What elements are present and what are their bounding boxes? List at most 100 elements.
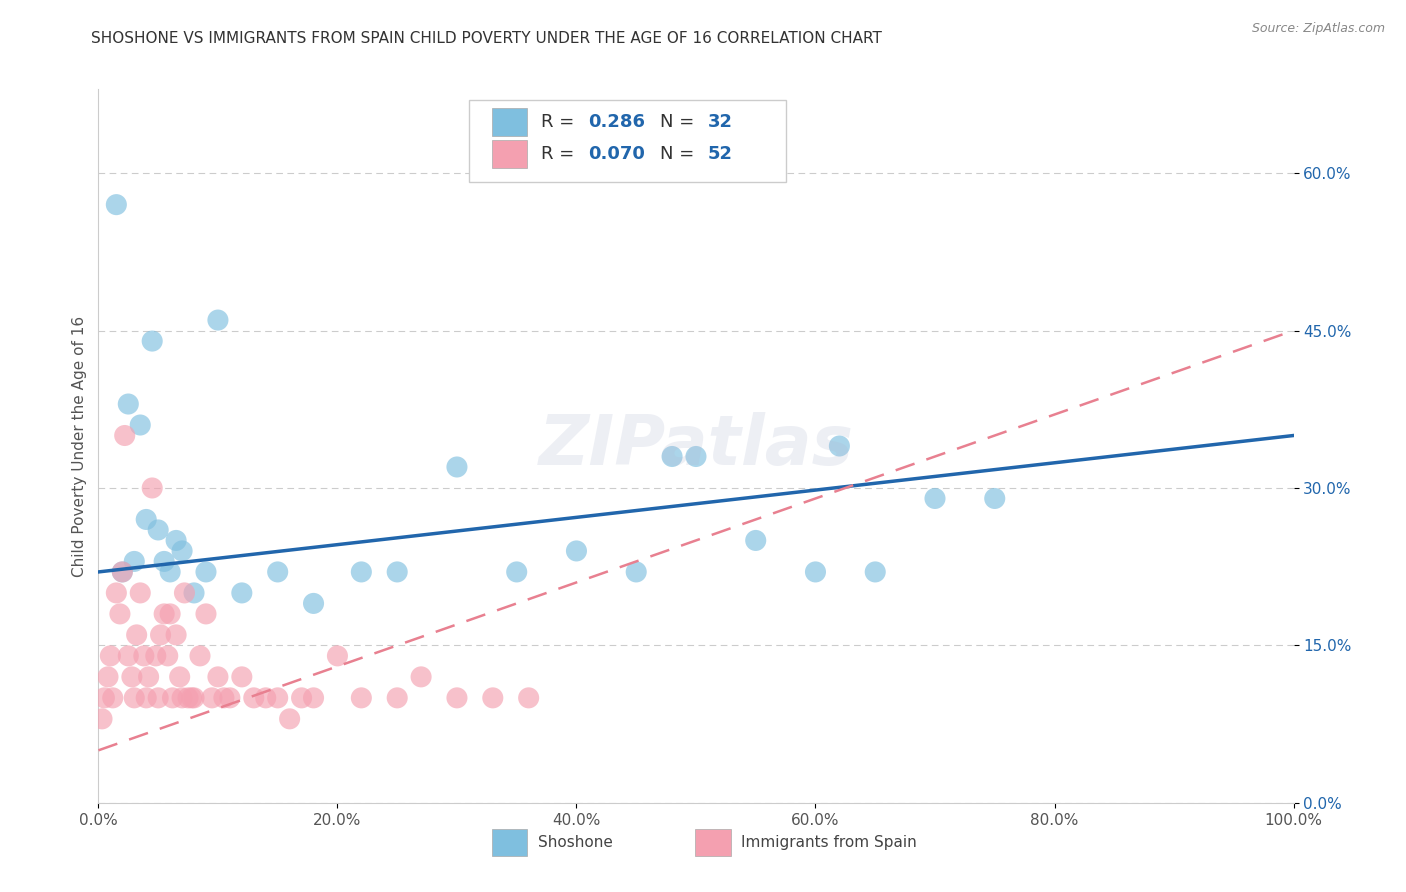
Point xyxy=(865,565,887,579)
Point xyxy=(148,690,170,705)
Point xyxy=(745,533,768,548)
Point xyxy=(105,197,128,211)
Point xyxy=(125,628,148,642)
Point xyxy=(117,648,139,663)
Point xyxy=(105,586,128,600)
Point xyxy=(446,690,468,705)
Point xyxy=(111,565,134,579)
Point xyxy=(195,565,218,579)
Point xyxy=(828,439,851,453)
Point xyxy=(385,565,409,579)
Point xyxy=(101,690,124,705)
Point xyxy=(172,690,194,705)
Point xyxy=(97,670,120,684)
Point xyxy=(153,554,176,568)
Point xyxy=(685,450,707,464)
Point xyxy=(98,648,122,663)
Point xyxy=(924,491,946,506)
Point xyxy=(148,523,170,537)
Point xyxy=(124,554,146,568)
Point xyxy=(165,628,187,642)
Text: R =: R = xyxy=(541,145,579,163)
Point xyxy=(207,670,229,684)
Text: SHOSHONE VS IMMIGRANTS FROM SPAIN CHILD POVERTY UNDER THE AGE OF 16 CORRELATION : SHOSHONE VS IMMIGRANTS FROM SPAIN CHILD … xyxy=(91,31,883,46)
Point xyxy=(302,596,325,610)
Point xyxy=(291,690,314,705)
Text: 52: 52 xyxy=(709,145,733,163)
Point xyxy=(111,565,134,579)
Point xyxy=(482,690,505,705)
Point xyxy=(108,607,131,621)
Text: 0.070: 0.070 xyxy=(589,145,645,163)
Text: N =: N = xyxy=(661,113,700,131)
Point xyxy=(804,565,827,579)
Point xyxy=(172,544,194,558)
Point xyxy=(278,712,301,726)
Text: R =: R = xyxy=(541,113,579,131)
Point xyxy=(207,313,229,327)
Y-axis label: Child Poverty Under the Age of 16: Child Poverty Under the Age of 16 xyxy=(72,316,87,576)
Point xyxy=(169,670,191,684)
Point xyxy=(135,512,157,526)
Point xyxy=(165,533,187,548)
Point xyxy=(149,628,172,642)
Point xyxy=(183,690,205,705)
Point xyxy=(243,690,266,705)
Text: Source: ZipAtlas.com: Source: ZipAtlas.com xyxy=(1251,22,1385,36)
FancyBboxPatch shape xyxy=(695,830,731,855)
Point xyxy=(141,481,163,495)
Point xyxy=(565,544,588,558)
Point xyxy=(254,690,277,705)
Point xyxy=(145,648,167,663)
Point xyxy=(195,607,218,621)
Point xyxy=(661,450,683,464)
Point xyxy=(411,670,433,684)
FancyBboxPatch shape xyxy=(492,108,527,136)
Point xyxy=(159,607,181,621)
Point xyxy=(219,690,242,705)
Point xyxy=(114,428,136,442)
Point xyxy=(231,586,253,600)
Point xyxy=(183,586,205,600)
Point xyxy=(350,690,373,705)
FancyBboxPatch shape xyxy=(470,100,786,182)
Point xyxy=(201,690,224,705)
Point xyxy=(162,690,184,705)
Point xyxy=(302,690,325,705)
Point xyxy=(129,586,152,600)
Text: 0.286: 0.286 xyxy=(589,113,645,131)
Point xyxy=(385,690,409,705)
Point xyxy=(326,648,349,663)
Point xyxy=(91,712,114,726)
Point xyxy=(129,417,152,432)
FancyBboxPatch shape xyxy=(492,830,527,855)
Point xyxy=(153,607,176,621)
Point xyxy=(517,690,540,705)
Text: ZIPatlas: ZIPatlas xyxy=(538,412,853,480)
Point xyxy=(180,690,202,705)
Point xyxy=(156,648,179,663)
Point xyxy=(138,670,160,684)
Point xyxy=(135,690,157,705)
Point xyxy=(121,670,143,684)
Point xyxy=(984,491,1007,506)
Point xyxy=(350,565,373,579)
Point xyxy=(626,565,648,579)
Point xyxy=(231,670,253,684)
Text: Immigrants from Spain: Immigrants from Spain xyxy=(741,835,917,849)
Point xyxy=(173,586,195,600)
Text: 32: 32 xyxy=(709,113,733,131)
Point xyxy=(446,460,468,475)
Point xyxy=(506,565,529,579)
Point xyxy=(132,648,155,663)
Text: N =: N = xyxy=(661,145,700,163)
Point xyxy=(93,690,115,705)
Point xyxy=(212,690,235,705)
Text: Shoshone: Shoshone xyxy=(538,835,613,849)
FancyBboxPatch shape xyxy=(492,140,527,169)
Point xyxy=(267,690,290,705)
Point xyxy=(117,397,139,411)
Point xyxy=(267,565,290,579)
Point xyxy=(177,690,200,705)
Point xyxy=(124,690,146,705)
